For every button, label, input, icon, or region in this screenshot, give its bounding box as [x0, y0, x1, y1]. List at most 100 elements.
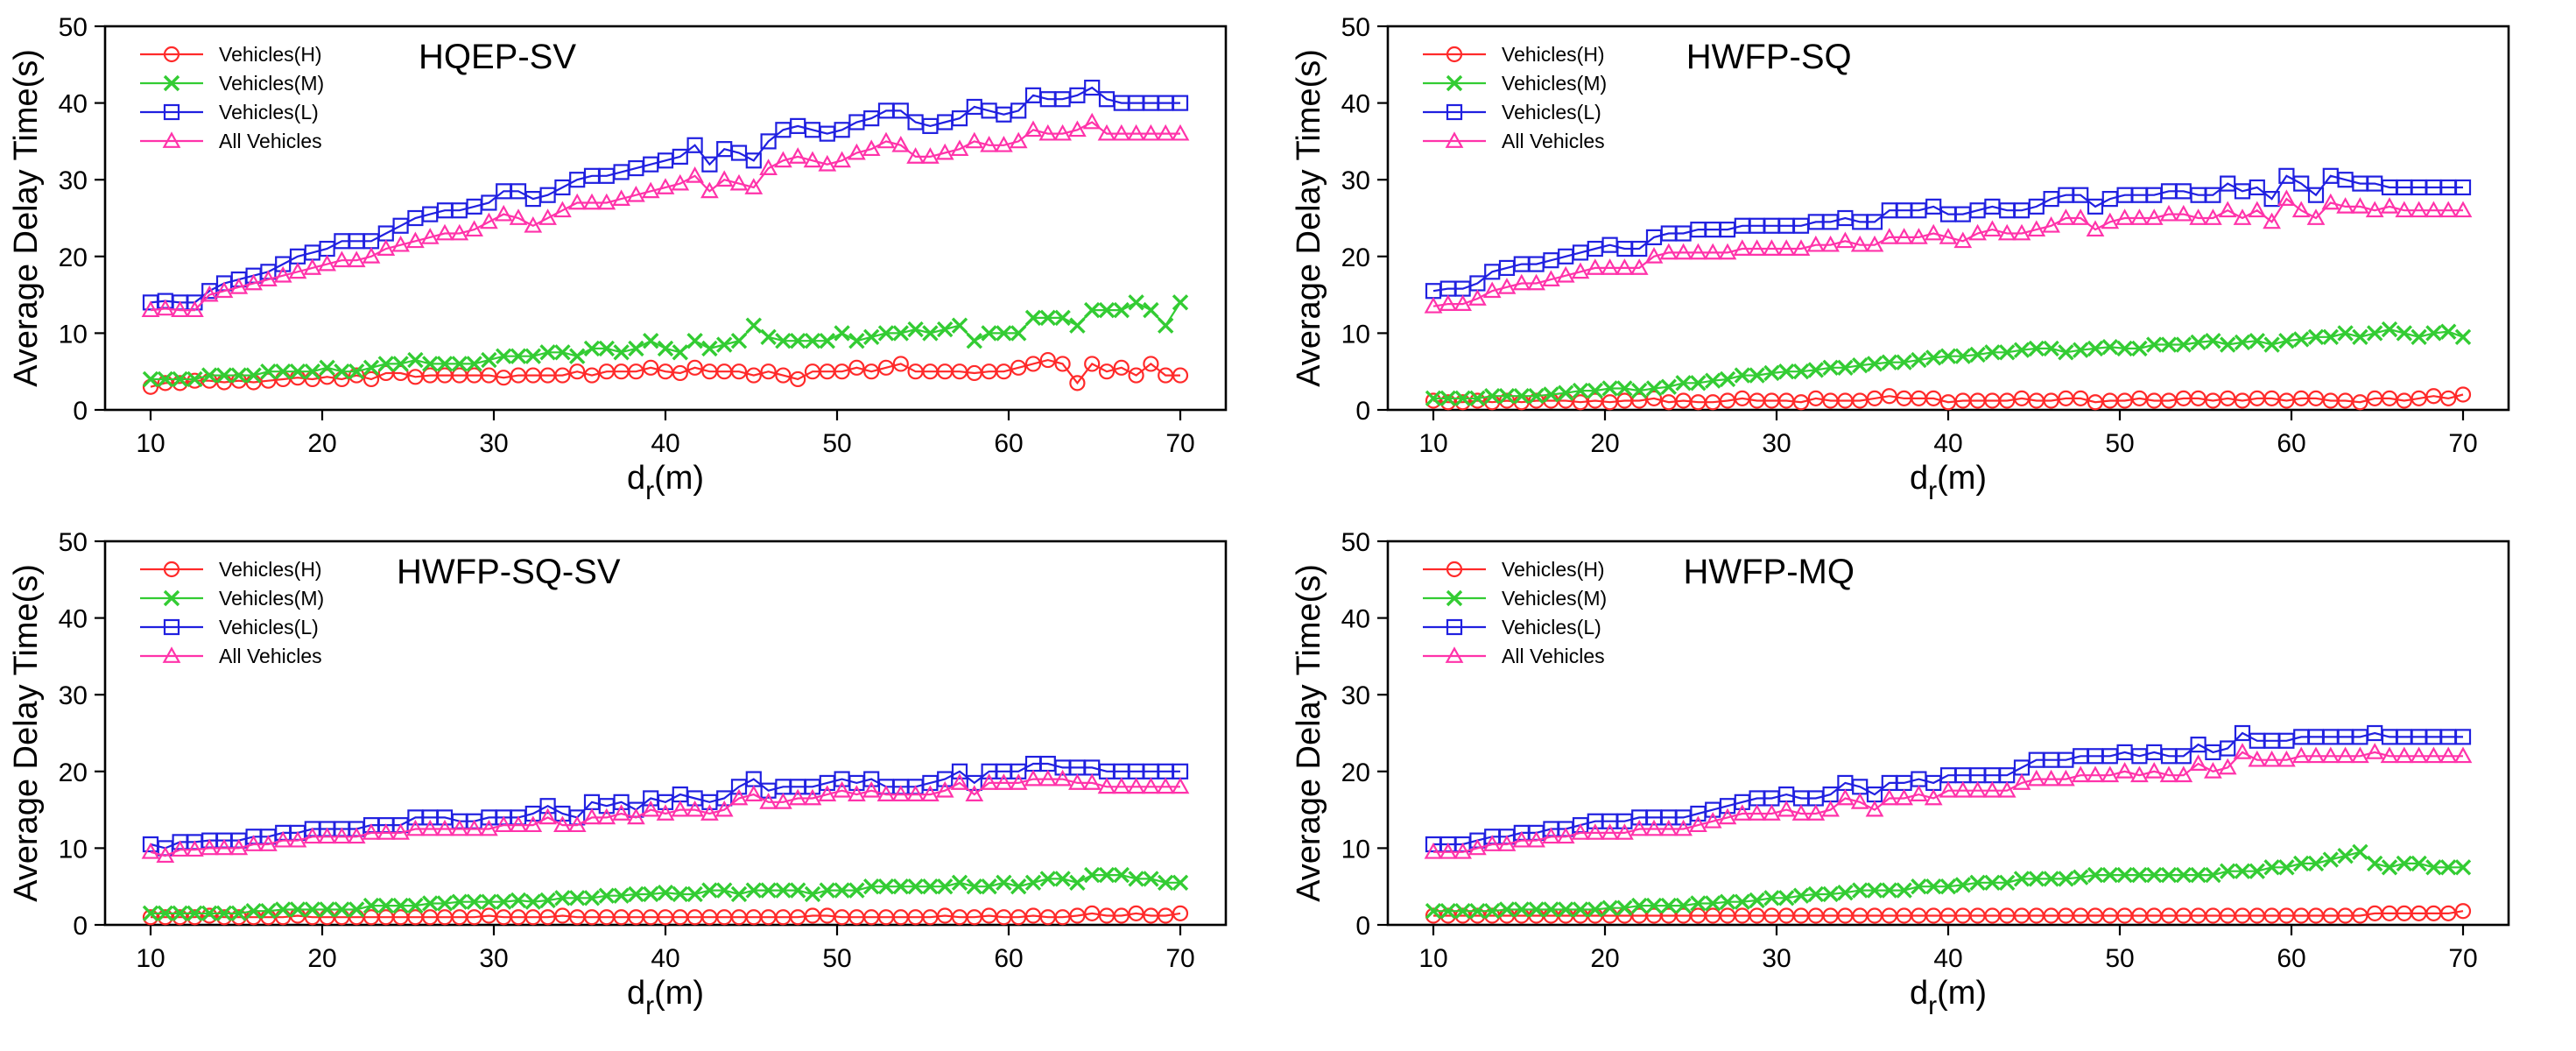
data-point-all-vehicles: [656, 178, 675, 194]
data-point-vehicles-h: [643, 359, 659, 376]
data-point-vehicles-m: [2087, 340, 2104, 357]
data-point-vehicles-m: [642, 885, 659, 903]
legend-label-vehicles-m: Vehicles(M): [1502, 72, 1607, 95]
data-point-all-vehicles: [2189, 754, 2207, 771]
data-point-vehicles-m: [510, 892, 527, 909]
legend-label-vehicles-l: Vehicles(L): [219, 101, 319, 123]
series-line-vehicles-l: [1432, 174, 2463, 293]
data-point-all-vehicles: [1024, 769, 1043, 786]
y-tick-label: 40: [1341, 90, 1370, 119]
data-point-all-vehicles: [200, 838, 219, 856]
data-point-all-vehicles: [215, 838, 234, 856]
data-point-vehicles-m: [2263, 336, 2280, 353]
data-point-all-vehicles: [774, 793, 792, 809]
data-point-vehicles-m: [2116, 866, 2133, 884]
data-point-all-vehicles: [1777, 800, 1796, 817]
chart-panel: 0 10 20 30 40 50 10 20 30 40 50 60 70 Average Delay T…: [8, 528, 1228, 1020]
data-point-vehicles-m: [1024, 309, 1042, 327]
data-point-vehicles-l: [686, 137, 703, 153]
data-point-vehicles-m: [1098, 866, 1116, 884]
data-point-all-vehicles: [582, 193, 602, 210]
data-point-vehicles-m: [1024, 874, 1042, 892]
data-point-vehicles-m: [2101, 338, 2119, 356]
data-point-all-vehicles: [612, 804, 630, 821]
data-point-all-vehicles: [2410, 201, 2428, 218]
data-point-all-vehicles: [2218, 758, 2237, 775]
x-axis-title: dr(m): [627, 460, 704, 505]
data-point-all-vehicles: [1482, 835, 1502, 851]
x-axis-title: dr(m): [1910, 460, 1987, 505]
data-point-vehicles-h: [1084, 356, 1101, 372]
data-point-vehicles-m: [568, 890, 586, 906]
y-tick-label: 10: [1341, 835, 1370, 864]
data-point-vehicles-l: [966, 774, 982, 792]
data-point-vehicles-m: [1098, 301, 1116, 319]
data-point-vehicles-m: [2411, 855, 2427, 872]
data-point-vehicles-m: [1807, 885, 1825, 903]
y-tick-label: 40: [59, 605, 88, 634]
y-tick-label: 40: [59, 90, 88, 119]
y-tick-label: 10: [59, 320, 88, 349]
x-tick-label: 60: [2277, 944, 2305, 973]
data-point-vehicles-m: [274, 363, 292, 380]
data-point-vehicles-m: [1690, 895, 1707, 912]
data-point-vehicles-h: [2263, 390, 2280, 406]
data-point-vehicles-m: [2234, 334, 2251, 351]
data-point-vehicles-l: [2263, 191, 2280, 208]
data-point-vehicles-m: [1557, 384, 1574, 401]
data-point-vehicles-m: [348, 363, 365, 380]
data-point-vehicles-m: [2131, 340, 2148, 357]
data-point-all-vehicles: [1910, 785, 1928, 801]
y-tick-label: 50: [59, 528, 88, 557]
data-point-vehicles-h: [1143, 356, 1159, 372]
data-point-vehicles-m: [583, 890, 601, 906]
data-point-all-vehicles: [891, 136, 911, 152]
data-point-vehicles-m: [377, 356, 395, 372]
data-point-vehicles-m: [1587, 382, 1604, 399]
chart-title: HWFP-MQ: [1683, 553, 1855, 591]
x-tick-label: 40: [1933, 944, 1962, 973]
data-point-vehicles-m: [554, 344, 571, 361]
data-point-vehicles-h: [2116, 392, 2133, 409]
x-tick-label: 10: [136, 429, 165, 458]
data-point-vehicles-m: [613, 887, 630, 904]
data-point-vehicles-m: [1777, 363, 1795, 380]
data-point-all-vehicles: [1791, 239, 1811, 256]
data-point-vehicles-m: [892, 325, 910, 342]
data-point-vehicles-m: [2116, 340, 2133, 357]
data-point-vehicles-m: [377, 897, 395, 914]
data-point-vehicles-m: [2013, 342, 2031, 358]
data-point-vehicles-m: [2454, 859, 2472, 876]
data-point-all-vehicles: [641, 181, 660, 199]
data-point-vehicles-m: [2190, 866, 2206, 884]
data-point-vehicles-m: [598, 887, 616, 904]
y-axis-title: Average Delay Time(s): [8, 49, 45, 387]
data-point-vehicles-m: [951, 317, 968, 334]
data-point-all-vehicles: [2233, 208, 2252, 225]
legend-marker-vehicles-h: [1446, 46, 1463, 63]
series-vehicles-h: [1425, 386, 2472, 411]
data-point-vehicles-m: [730, 885, 748, 903]
data-point-vehicles-m: [1704, 895, 1721, 912]
data-point-all-vehicles: [2410, 746, 2428, 764]
data-point-vehicles-m: [2028, 871, 2045, 887]
data-point-vehicles-h: [319, 369, 335, 385]
data-point-all-vehicles: [1644, 247, 1664, 264]
data-point-all-vehicles: [2248, 201, 2267, 218]
data-point-all-vehicles: [186, 840, 204, 857]
data-point-all-vehicles: [2159, 765, 2178, 783]
data-point-all-vehicles: [1453, 294, 1472, 312]
data-point-vehicles-m: [539, 892, 556, 909]
data-point-all-vehicles: [1763, 804, 1781, 821]
data-point-all-vehicles: [1615, 823, 1634, 840]
data-point-vehicles-m: [2249, 863, 2266, 879]
data-point-vehicles-m: [2396, 325, 2413, 342]
data-point-all-vehicles: [1038, 123, 1058, 141]
data-point-vehicles-m: [2234, 863, 2251, 879]
data-point-all-vehicles: [1983, 780, 2002, 798]
data-point-vehicles-h: [2043, 392, 2059, 409]
data-point-all-vehicles: [759, 159, 778, 175]
data-point-all-vehicles: [333, 827, 351, 844]
data-point-vehicles-m: [1543, 386, 1559, 403]
data-point-vehicles-m: [907, 878, 924, 895]
